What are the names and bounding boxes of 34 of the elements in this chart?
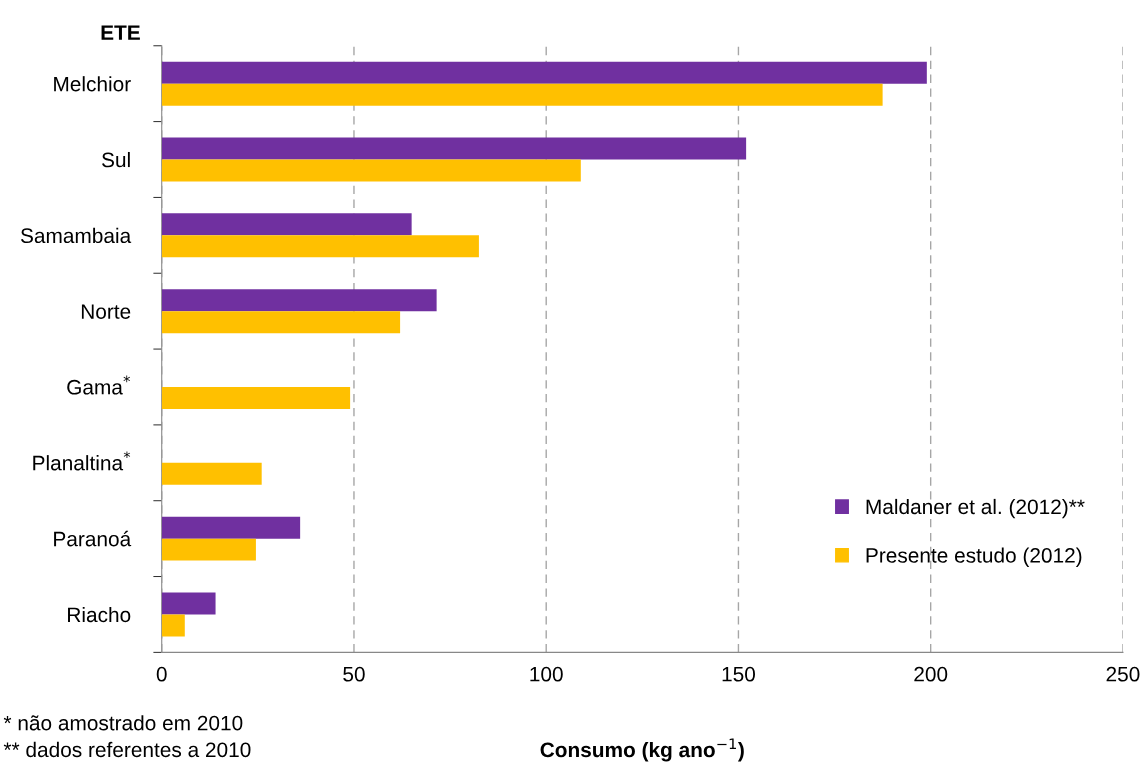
y-tick-label: Gama$^{*}$ [67, 375, 130, 395]
x-tick-label: 50 [343, 666, 365, 682]
bar [161, 159, 581, 182]
bar [161, 538, 256, 561]
bar [161, 137, 747, 160]
bar [161, 311, 401, 334]
y-tick-label: Paranoá [54, 530, 132, 547]
legend-label: Maldaner et al. (2012)** [866, 498, 1085, 519]
x-tick-label: 100 [530, 666, 563, 682]
bar [161, 83, 883, 106]
x-tick-label: 200 [914, 666, 948, 682]
x-axis-title: Consumo (kg ano$^{−1}$) [540, 738, 744, 762]
bar [161, 614, 185, 637]
legend-label: Presente estudo (2012) [866, 547, 1082, 567]
x-tick-label: 250 [1106, 666, 1140, 682]
bar [161, 516, 301, 539]
y-tick-label: Norte [81, 304, 131, 319]
y-axis-title: ETE [101, 25, 140, 40]
bar [161, 235, 479, 258]
y-tick-label: Sul [102, 151, 130, 168]
x-tick-label: 150 [722, 666, 756, 682]
bar [161, 61, 927, 84]
y-tick-label: Samambaia [20, 227, 132, 244]
bar [161, 213, 412, 236]
text: * não amostrado em 2010 [3, 715, 243, 731]
text: ** dados referentes a 2010 [3, 741, 251, 758]
bar [161, 462, 262, 485]
y-tick-label: Melchior [54, 76, 131, 92]
x-tick-label: 0 [156, 666, 167, 682]
bar [161, 592, 216, 615]
bar [161, 289, 437, 312]
y-tick-label: Riacho [68, 606, 131, 623]
bar [161, 386, 351, 409]
y-tick-label: Planaltina$^{*}$ [33, 451, 131, 471]
